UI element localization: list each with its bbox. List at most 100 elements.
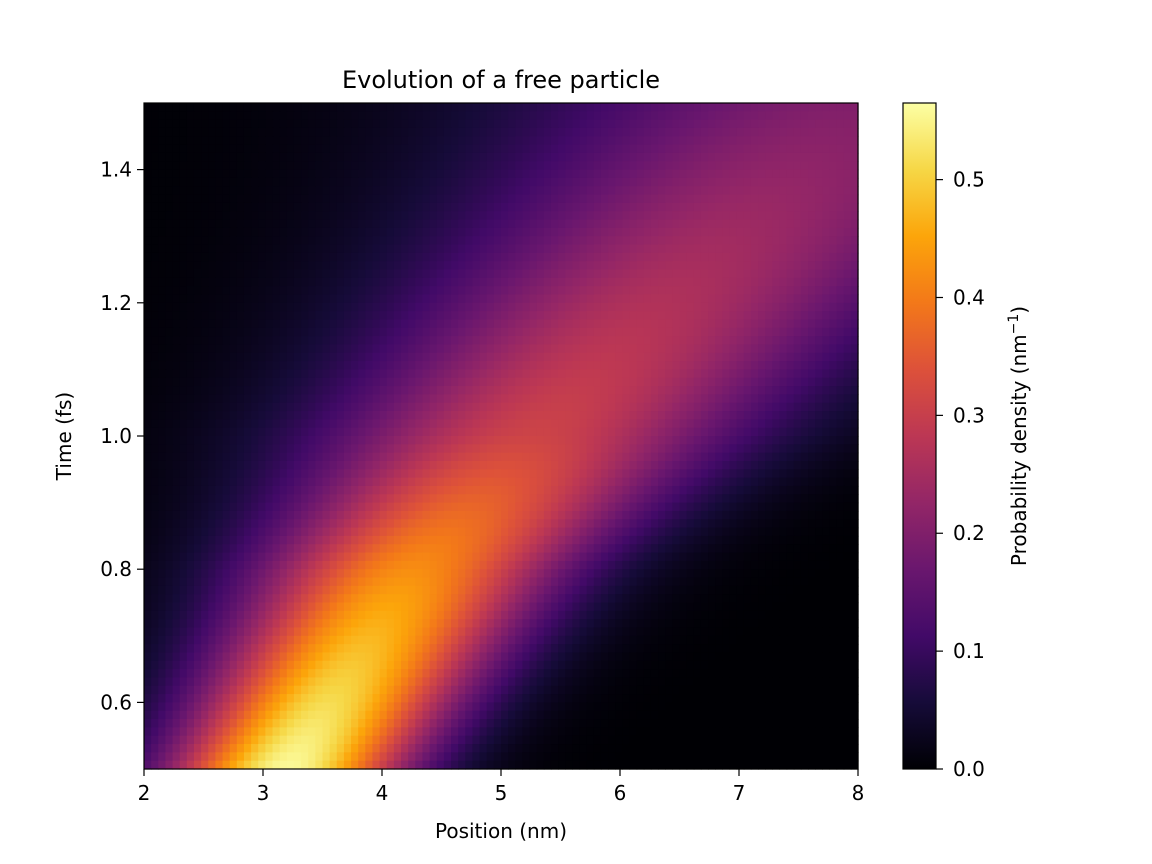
- heatmap-cell: [765, 286, 773, 296]
- heatmap-cell: [693, 427, 702, 437]
- heatmap-cell: [208, 119, 216, 129]
- heatmap-cell: [658, 244, 666, 254]
- heatmap-cell: [593, 103, 602, 112]
- heatmap-cell: [486, 402, 495, 412]
- heatmap-cell: [808, 169, 816, 179]
- heatmap-cell: [822, 319, 831, 329]
- heatmap-cell: [708, 469, 716, 479]
- heatmap-cell: [808, 236, 816, 246]
- heatmap-cell: [822, 436, 831, 445]
- heatmap-cell: [501, 286, 509, 296]
- heatmap-cell: [722, 244, 731, 254]
- heatmap-cell: [522, 436, 531, 445]
- heatmap-cell: [479, 377, 488, 387]
- heatmap-cell: [393, 377, 402, 387]
- heatmap-cell: [672, 111, 681, 121]
- heatmap-cell: [658, 202, 666, 212]
- heatmap-cell: [686, 169, 695, 179]
- heatmap-cell: [336, 460, 345, 470]
- heatmap-cell: [179, 336, 188, 346]
- heatmap-cell: [658, 111, 666, 121]
- heatmap-cell: [379, 177, 388, 187]
- heatmap-cell: [308, 386, 316, 395]
- heatmap-cell: [229, 261, 238, 271]
- heatmap-cell: [301, 302, 309, 312]
- heatmap-cell: [179, 311, 188, 321]
- heatmap-cell: [622, 427, 631, 437]
- heatmap-cell: [329, 369, 338, 379]
- heatmap-cell: [229, 436, 238, 445]
- heatmap-cell: [693, 136, 702, 146]
- heatmap-cell: [386, 419, 395, 429]
- heatmap-cell: [158, 419, 167, 429]
- heatmap-cell: [222, 311, 231, 321]
- heatmap-cell: [836, 469, 845, 479]
- heatmap-cell: [715, 377, 723, 387]
- heatmap-cell: [722, 119, 731, 129]
- heatmap-cell: [265, 477, 274, 487]
- heatmap-cell: [293, 252, 302, 262]
- heatmap-cell: [715, 427, 723, 437]
- heatmap-cell: [843, 119, 852, 129]
- heatmap-cell: [665, 485, 673, 495]
- heatmap-cell: [179, 319, 188, 329]
- heatmap-cell: [736, 261, 745, 271]
- heatmap-cell: [800, 211, 809, 221]
- heatmap-cell: [358, 152, 366, 162]
- heatmap-cell: [529, 286, 538, 296]
- heatmap-cell: [572, 211, 581, 221]
- heatmap-cell: [579, 394, 588, 404]
- heatmap-cell: [772, 452, 781, 462]
- heatmap-cell: [429, 436, 438, 445]
- heatmap-cell: [165, 311, 174, 321]
- heatmap-cell: [501, 111, 509, 121]
- heatmap-cell: [665, 202, 673, 212]
- heatmap-cell: [343, 336, 352, 346]
- heatmap-cell: [422, 211, 431, 221]
- heatmap-cell: [179, 344, 188, 354]
- heatmap-cell: [301, 369, 309, 379]
- heatmap-cell: [493, 136, 502, 146]
- heatmap-cell: [415, 261, 424, 271]
- heatmap-cell: [465, 261, 474, 271]
- heatmap-cell: [493, 111, 502, 121]
- heatmap-cell: [343, 227, 352, 237]
- heatmap-cell: [158, 227, 167, 237]
- heatmap-cell: [600, 411, 609, 420]
- heatmap-cell: [836, 286, 845, 296]
- heatmap-cell: [843, 444, 852, 454]
- heatmap-cell: [443, 261, 452, 271]
- heatmap-cell: [429, 244, 438, 254]
- heatmap-cell: [829, 103, 838, 112]
- heatmap-cell: [622, 136, 631, 146]
- heatmap-cell: [372, 319, 381, 329]
- heatmap-cell: [815, 327, 823, 337]
- heatmap-cell: [465, 311, 474, 321]
- heatmap-cell: [286, 219, 295, 229]
- heatmap-cell: [415, 269, 424, 279]
- heatmap-cell: [286, 261, 295, 271]
- heatmap-cell: [715, 269, 723, 279]
- heatmap-cell: [700, 411, 709, 420]
- heatmap-cell: [458, 477, 466, 487]
- heatmap-cell: [579, 219, 588, 229]
- heatmap-cell: [343, 444, 352, 454]
- heatmap-cell: [179, 252, 188, 262]
- heatmap-cell: [658, 236, 666, 246]
- heatmap-cell: [443, 452, 452, 462]
- heatmap-cell: [543, 494, 552, 504]
- heatmap-cell: [622, 286, 631, 296]
- heatmap-cell: [750, 127, 759, 137]
- heatmap-cell: [615, 311, 623, 321]
- heatmap-cell: [750, 236, 759, 246]
- heatmap-cell: [401, 436, 409, 445]
- heatmap-cell: [358, 485, 366, 495]
- heatmap-cell: [636, 344, 645, 354]
- heatmap-cell: [700, 469, 709, 479]
- heatmap-cell: [301, 119, 309, 129]
- heatmap-cell: [165, 136, 174, 146]
- heatmap-cell: [779, 294, 788, 304]
- heatmap-cell: [722, 169, 731, 179]
- heatmap-cell: [665, 469, 673, 479]
- heatmap-cell: [229, 136, 238, 146]
